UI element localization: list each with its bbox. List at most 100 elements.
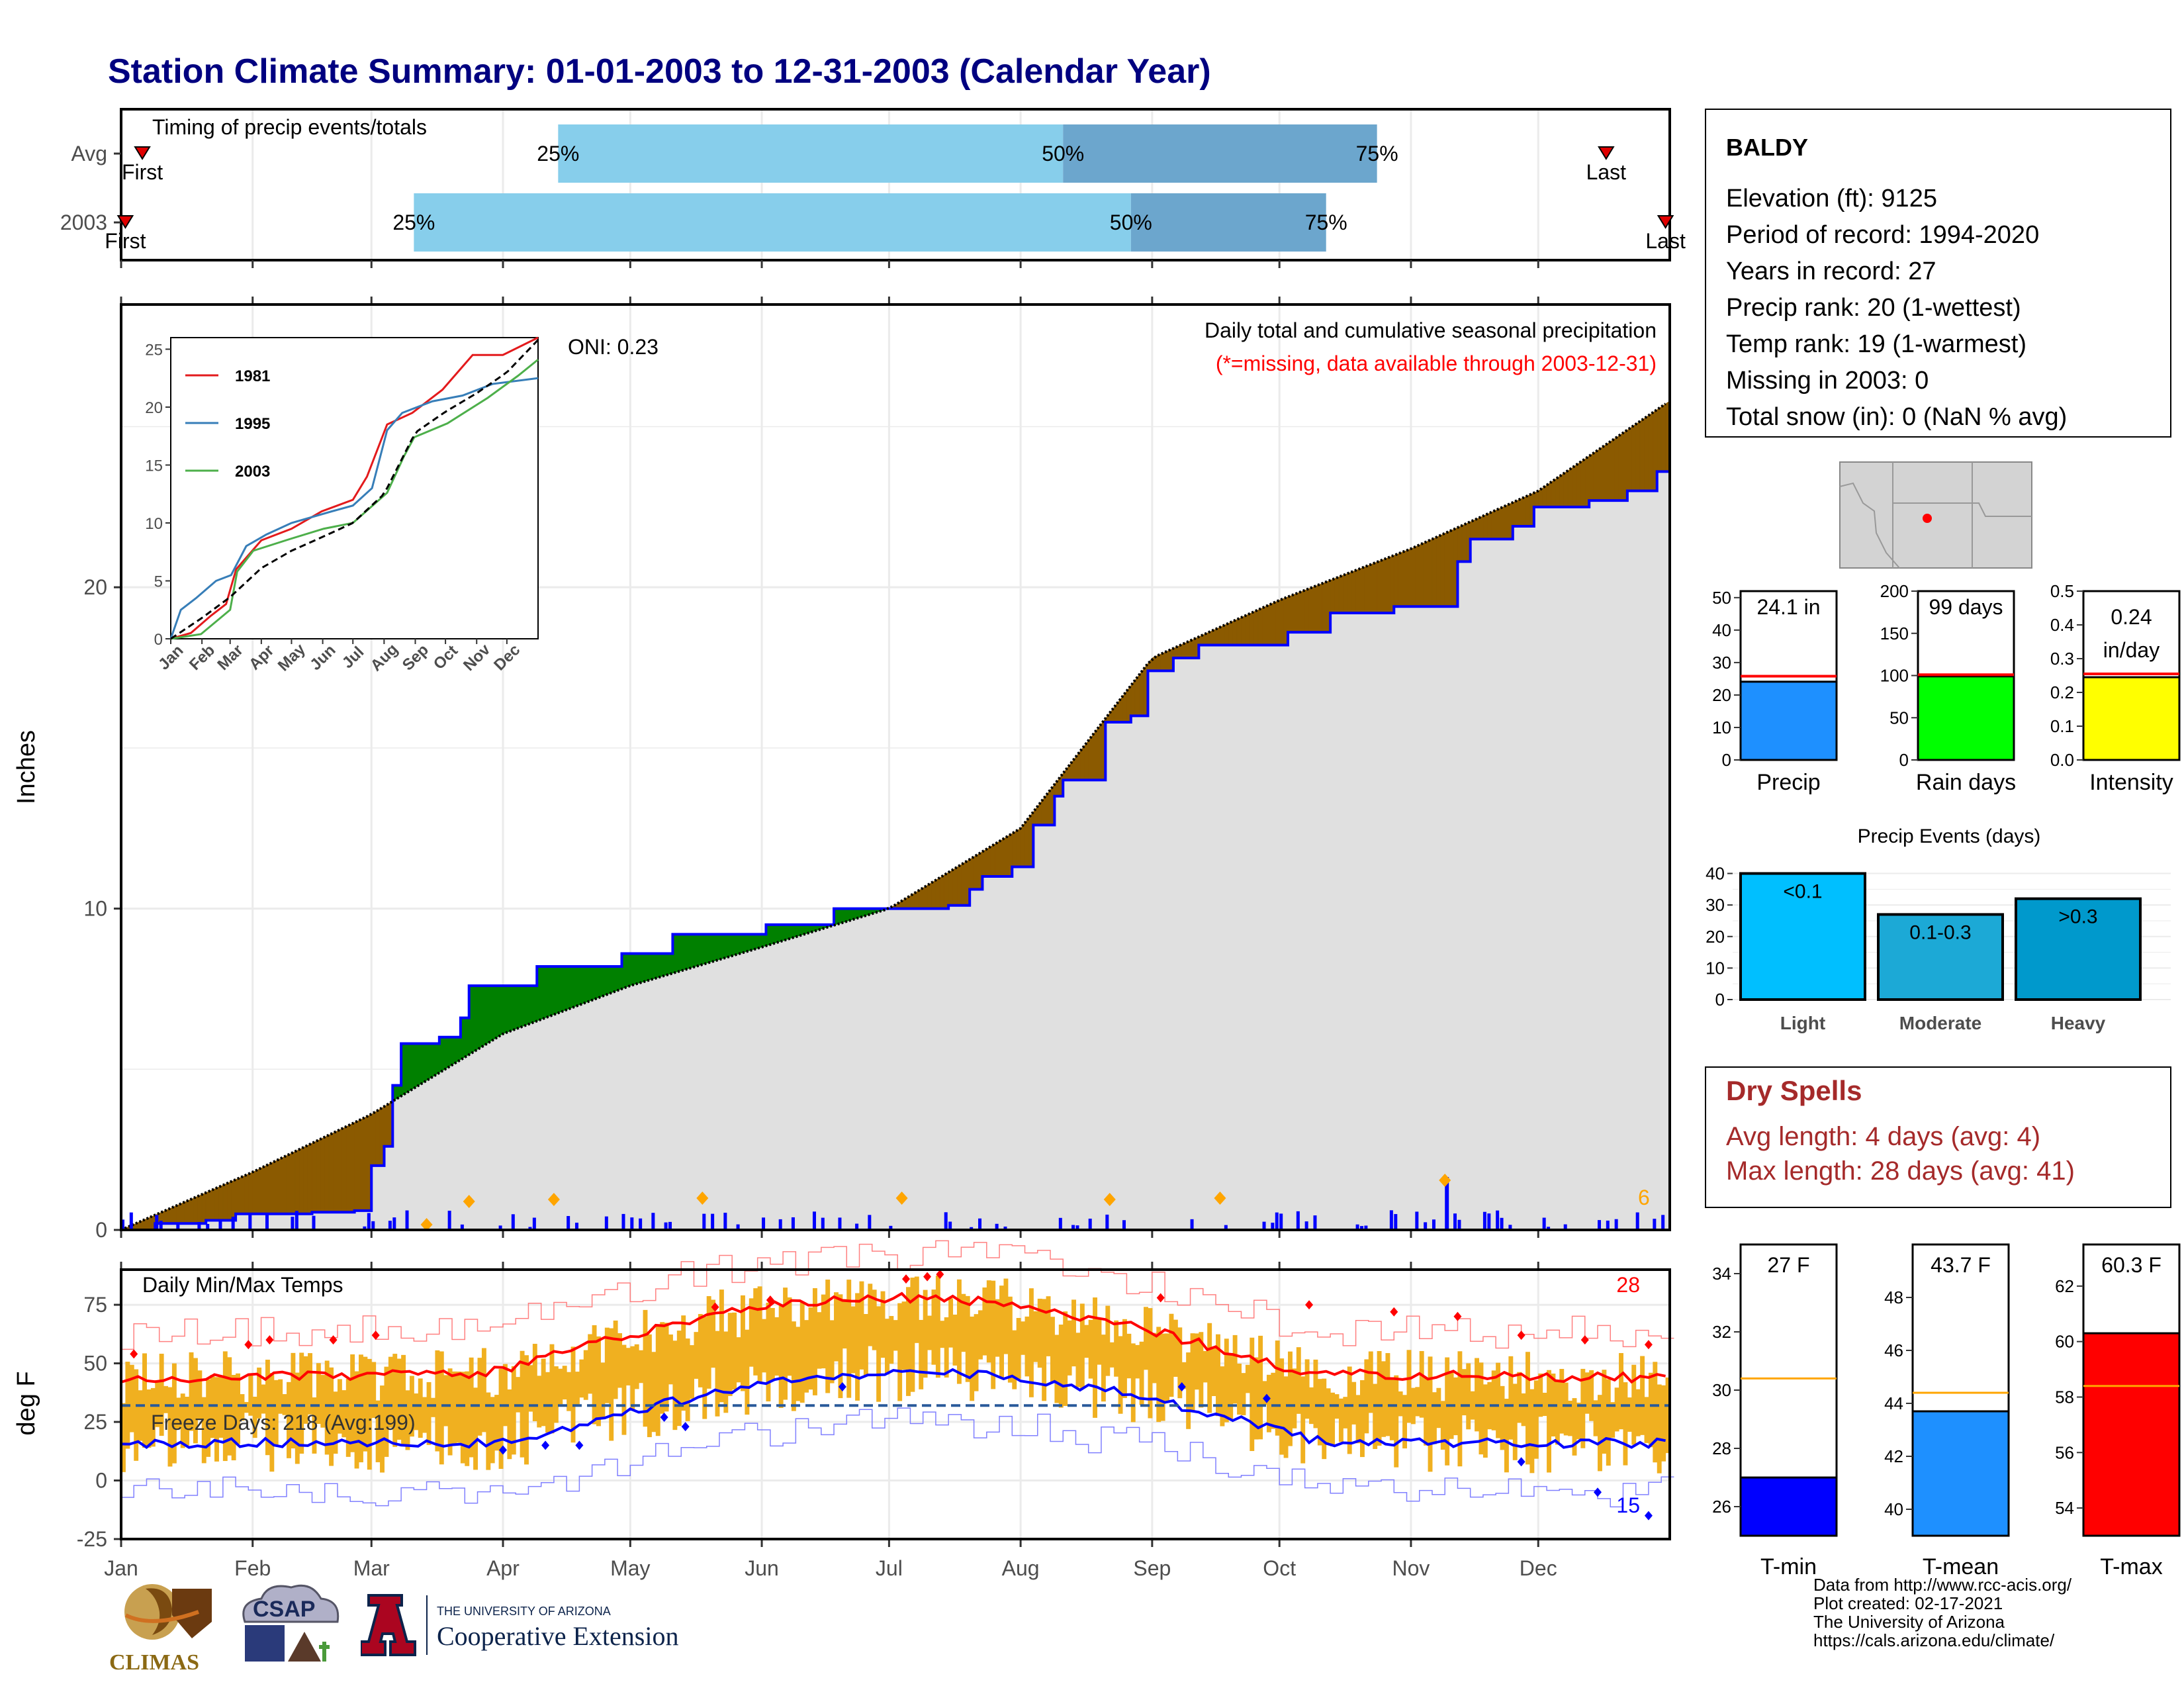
daily-temp-bar [880,1291,886,1358]
daily-precip-bar [604,1216,608,1230]
daily-temp-bar [1279,1358,1285,1455]
daily-temp-bar [159,1354,164,1436]
daily-precip-bar [702,1213,706,1230]
csap-wordmark: CSAP [253,1597,315,1622]
daily-precip-bar [1355,1224,1359,1230]
daily-temp-bar [1373,1383,1378,1449]
temp-ytick-label: 50 [83,1352,107,1376]
precip-events-panel: Precip Events (days) 0 10 20 30 40 <0.1 Light 0… [1706,825,2171,1033]
daily-precip-bar [736,1224,740,1230]
first-event-marker [134,146,151,160]
university-logo: THE UNIVERSITY OF ARIZONA Cooperative Ex… [361,1594,678,1656]
month-label: Oct [1263,1556,1296,1580]
daily-temp-bar [532,1344,537,1421]
footer-line: https://cals.arizona.edu/climate/ [1813,1630,2055,1650]
daily-precip-bar [1364,1225,1368,1230]
daily-precip-bar [1547,1227,1551,1230]
daily-temp-bar [1457,1351,1463,1467]
daily-temp-bar [494,1395,500,1451]
daily-temp-bar [473,1387,478,1470]
daily-temp-bar [1079,1303,1085,1389]
daily-temp-bar [774,1317,780,1376]
daily-precip-bar [944,1212,948,1230]
daily-precip-bar [1508,1225,1512,1230]
timing-p50-label: 50% [1110,211,1152,234]
daily-temp-bar [1139,1341,1144,1405]
daily-temp-bar [1542,1392,1547,1417]
daily-precip-bar [868,1215,872,1230]
daily-temp-bar [897,1303,903,1401]
daily-temp-bar [1309,1387,1314,1425]
daily-temp-bar [167,1387,173,1467]
month-label: Apr [486,1556,520,1580]
temp-summary-bar [1911,1410,2010,1537]
daily-temp-bar [1160,1333,1165,1421]
daily-temp-bar [1288,1351,1293,1446]
daily-temp-bar [1016,1318,1021,1380]
daily-temp-bar [1521,1393,1526,1427]
daily-temp-bar [1343,1397,1348,1429]
events-title: Precip Events (days) [1858,825,2041,847]
daily-precip-bar [218,1221,222,1230]
daily-temp-bar [320,1375,326,1428]
daily-temp-bar [384,1366,389,1457]
last-event-label: Last [1645,229,1686,253]
daily-temp-bar [970,1316,975,1401]
timing-panel: Timing of precip events/totals Avg 25% 50%… [60,108,1686,261]
daily-temp-bar [919,1319,924,1389]
daily-temp-bar [1101,1335,1106,1402]
daily-temp-bar [316,1363,321,1424]
inset-average-line [170,339,539,640]
summary-tick-label: 10 [1712,718,1731,737]
daily-temp-bar [1529,1389,1535,1474]
daily-temp-bar [1181,1362,1187,1389]
daily-precip-bar [711,1213,715,1230]
daily-temp-bar [655,1325,660,1436]
daily-temp-bar [698,1314,703,1387]
inset-legend-label: 1995 [235,415,270,433]
daily-temp-bar [850,1306,856,1374]
timing-bar-50-75 [1063,124,1377,183]
dry-spells-title: Dry Spells [1726,1075,1862,1106]
temp-summary-tick-label: 54 [2055,1498,2074,1518]
record-precip-marker [1103,1193,1116,1206]
daily-temp-bar [206,1379,211,1457]
timing-bar-25-50 [558,124,1064,183]
daily-temp-bar [893,1320,898,1351]
daily-precip-bar [295,1211,298,1230]
daily-precip-bar [574,1223,578,1230]
daily-temp-bar [138,1390,143,1441]
inset-month-label: Oct [430,642,461,673]
station-info-line: Total snow (in): 0 (NaN % avg) [1726,403,2067,431]
daily-temp-bar [452,1371,457,1445]
summary-tick-label: 30 [1712,653,1731,673]
daily-temp-bar [1364,1359,1369,1434]
inset-series-line [169,377,539,639]
temp-summary-tick-label: 62 [2055,1276,2074,1296]
daily-temp-bar [1109,1342,1115,1368]
daily-temp-bar [1203,1350,1208,1383]
daily-temp-bar [889,1316,894,1364]
record-low-line [121,1407,1674,1508]
daily-temp-bar [783,1288,788,1400]
daily-precip-bar [511,1214,515,1230]
record-high-marker [1390,1307,1398,1317]
daily-temp-bar [1042,1299,1047,1401]
daily-temp-bar [978,1310,983,1360]
cumulative-base-area [121,455,1670,1231]
daily-temp-bar [303,1356,308,1424]
daily-temp-bar [1253,1357,1259,1440]
daily-temp-bar [252,1396,257,1438]
temp-summary-tick-label: 46 [1884,1340,1903,1360]
daily-temp-bar [956,1279,962,1384]
station-info-line: Temp rank: 19 (1-warmest) [1726,330,2026,358]
daily-precip-bar [838,1217,842,1230]
daily-temp-bar [884,1319,889,1375]
daily-temp-bar [1271,1372,1276,1429]
temp-ytick-label: 25 [83,1410,107,1434]
daily-temp-bar [1593,1400,1598,1436]
daily-temp-bar [1071,1299,1076,1367]
daily-temp-bar [753,1288,758,1376]
daily-temp-bar [1266,1374,1271,1432]
